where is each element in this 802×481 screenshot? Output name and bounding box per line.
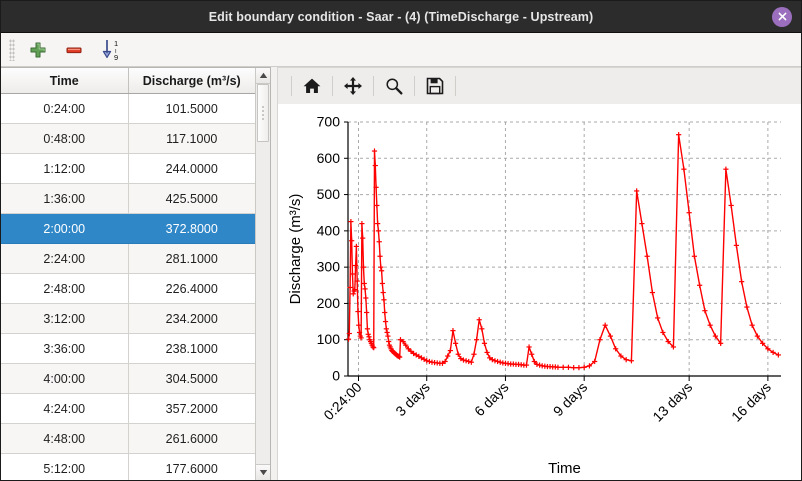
x-tick-label: 16 days: [728, 379, 774, 425]
x-tick-label: 6 days: [471, 379, 511, 419]
cell-discharge[interactable]: 177.6000: [128, 453, 255, 480]
y-tick-label: 300: [317, 259, 341, 275]
table-header-row: Time Discharge (m³/s): [1, 68, 255, 94]
pane-splitter[interactable]: [271, 67, 277, 480]
toolbar-drag-handle[interactable]: [9, 38, 15, 61]
table-row[interactable]: 1:12:00 244.0000: [1, 153, 255, 184]
y-tick-label: 700: [317, 114, 341, 130]
chart-navigation-toolbar: [278, 68, 801, 104]
cell-time[interactable]: 4:48:00: [1, 423, 129, 454]
data-table-pane: Time Discharge (m³/s) 0:24:00 101.5000 0:4…: [1, 67, 271, 480]
sort-top-label: 1: [114, 39, 118, 48]
cell-discharge[interactable]: 425.5000: [128, 183, 255, 214]
table-row[interactable]: 3:36:00 238.1000: [1, 333, 255, 364]
table-row[interactable]: 5:12:00 177.6000: [1, 453, 255, 480]
table-vertical-scrollbar[interactable]: [255, 68, 270, 480]
minus-icon[interactable]: [57, 36, 91, 64]
cell-discharge[interactable]: 281.1000: [128, 243, 255, 274]
x-tick-label: 13 days: [649, 379, 695, 425]
table-row[interactable]: 4:24:00 357.2000: [1, 393, 255, 424]
scrollbar-thumb[interactable]: [257, 84, 269, 142]
floppy-disk-icon[interactable]: [420, 72, 450, 100]
home-icon[interactable]: [297, 72, 327, 100]
cell-time[interactable]: 2:24:00: [1, 243, 129, 274]
chart-svg: 0 100 200 300 400 500 600 700 0:24:00 3 days 6 day…: [287, 114, 781, 477]
discharge-timeseries-chart[interactable]: 0 100 200 300 400 500 600 700 0:24:00 3 days 6 day…: [278, 104, 801, 480]
cell-discharge[interactable]: 357.2000: [128, 393, 255, 424]
timeseries-table: Time Discharge (m³/s) 0:24:00 101.5000 0:4…: [1, 68, 255, 480]
scroll-down-icon[interactable]: [256, 464, 270, 480]
data-table-scroll-area: Time Discharge (m³/s) 0:24:00 101.5000 0:4…: [1, 68, 255, 480]
table-row[interactable]: 4:48:00 261.6000: [1, 423, 255, 454]
x-tick-label: 3 days: [392, 379, 432, 419]
cell-discharge[interactable]: 304.5000: [128, 363, 255, 394]
series-line: [347, 134, 779, 369]
table-row[interactable]: 4:00:00 304.5000: [1, 363, 255, 394]
cell-discharge[interactable]: 238.1000: [128, 333, 255, 364]
column-header-discharge[interactable]: Discharge (m³/s): [128, 68, 255, 94]
cell-discharge[interactable]: 234.2000: [128, 303, 255, 334]
sort-bottom-label: 9: [114, 53, 118, 62]
cell-time[interactable]: 3:36:00: [1, 333, 129, 364]
cell-discharge[interactable]: 244.0000: [128, 153, 255, 184]
cell-discharge[interactable]: 372.8000: [128, 213, 255, 244]
y-tick-label: 600: [317, 150, 341, 166]
table-row[interactable]: 3:12:00 234.2000: [1, 303, 255, 334]
cell-discharge[interactable]: 117.1000: [128, 123, 255, 154]
y-axis-label: Discharge (m³/s): [287, 194, 304, 305]
table-row[interactable]: 2:48:00 226.4000: [1, 273, 255, 304]
x-tick-label: 0:24:00: [320, 379, 364, 423]
window-content: Time Discharge (m³/s) 0:24:00 101.5000 0:4…: [1, 67, 801, 480]
move-arrows-icon[interactable]: [338, 72, 368, 100]
x-tick-label: 9 days: [550, 379, 590, 419]
window-titlebar: Edit boundary condition - Saar - (4) (Ti…: [1, 1, 801, 33]
chart-pane: 0 100 200 300 400 500 600 700 0:24:00 3 days 6 day…: [277, 67, 801, 480]
y-tick-label: 0: [332, 368, 340, 384]
magnifier-icon[interactable]: [379, 72, 409, 100]
cell-time[interactable]: 2:48:00: [1, 273, 129, 304]
y-tick-label: 100: [317, 331, 341, 347]
plus-icon[interactable]: [21, 36, 55, 64]
cell-time[interactable]: 3:12:00: [1, 303, 129, 334]
toolbar-separator: [332, 76, 333, 96]
toolbar-separator: [414, 76, 415, 96]
x-axis-label: Time: [548, 460, 581, 477]
series-markers: [345, 132, 781, 371]
main-toolbar: 1 9: [1, 33, 801, 67]
cell-time[interactable]: 4:24:00: [1, 393, 129, 424]
table-row[interactable]: 1:36:00 425.5000: [1, 183, 255, 214]
window-title: Edit boundary condition - Saar - (4) (Ti…: [208, 9, 594, 24]
toolbar-separator: [455, 76, 456, 96]
cell-time[interactable]: 0:48:00: [1, 123, 129, 154]
y-tick-label: 200: [317, 295, 341, 311]
table-row[interactable]: 2:24:00 281.1000: [1, 243, 255, 274]
cell-discharge[interactable]: 226.4000: [128, 273, 255, 304]
table-row[interactable]: 2:00:00 372.8000: [1, 213, 255, 244]
y-tick-label: 400: [317, 222, 341, 238]
table-row[interactable]: 0:48:00 117.1000: [1, 123, 255, 154]
y-tick-label: 500: [317, 186, 341, 202]
table-body: 0:24:00 101.5000 0:48:00 117.1000 1:12:00 244…: [1, 93, 255, 480]
sort-ascending-icon[interactable]: 1 9: [93, 36, 131, 64]
cell-time[interactable]: 1:36:00: [1, 183, 129, 214]
cell-discharge[interactable]: 101.5000: [128, 93, 255, 124]
scrollbar-track[interactable]: [256, 84, 270, 464]
cell-discharge[interactable]: 261.6000: [128, 423, 255, 454]
cell-time[interactable]: 1:12:00: [1, 153, 129, 184]
toolbar-separator: [291, 76, 292, 96]
cell-time[interactable]: 0:24:00: [1, 93, 129, 124]
cell-time[interactable]: 2:00:00: [1, 213, 129, 244]
column-header-time[interactable]: Time: [1, 68, 129, 94]
close-icon[interactable]: [772, 6, 792, 27]
cell-time[interactable]: 4:00:00: [1, 363, 129, 394]
scroll-up-icon[interactable]: [256, 68, 270, 84]
toolbar-separator: [373, 76, 374, 96]
scrollbar-thumb-grip: [261, 105, 265, 121]
table-row[interactable]: 0:24:00 101.5000: [1, 93, 255, 124]
cell-time[interactable]: 5:12:00: [1, 453, 129, 480]
